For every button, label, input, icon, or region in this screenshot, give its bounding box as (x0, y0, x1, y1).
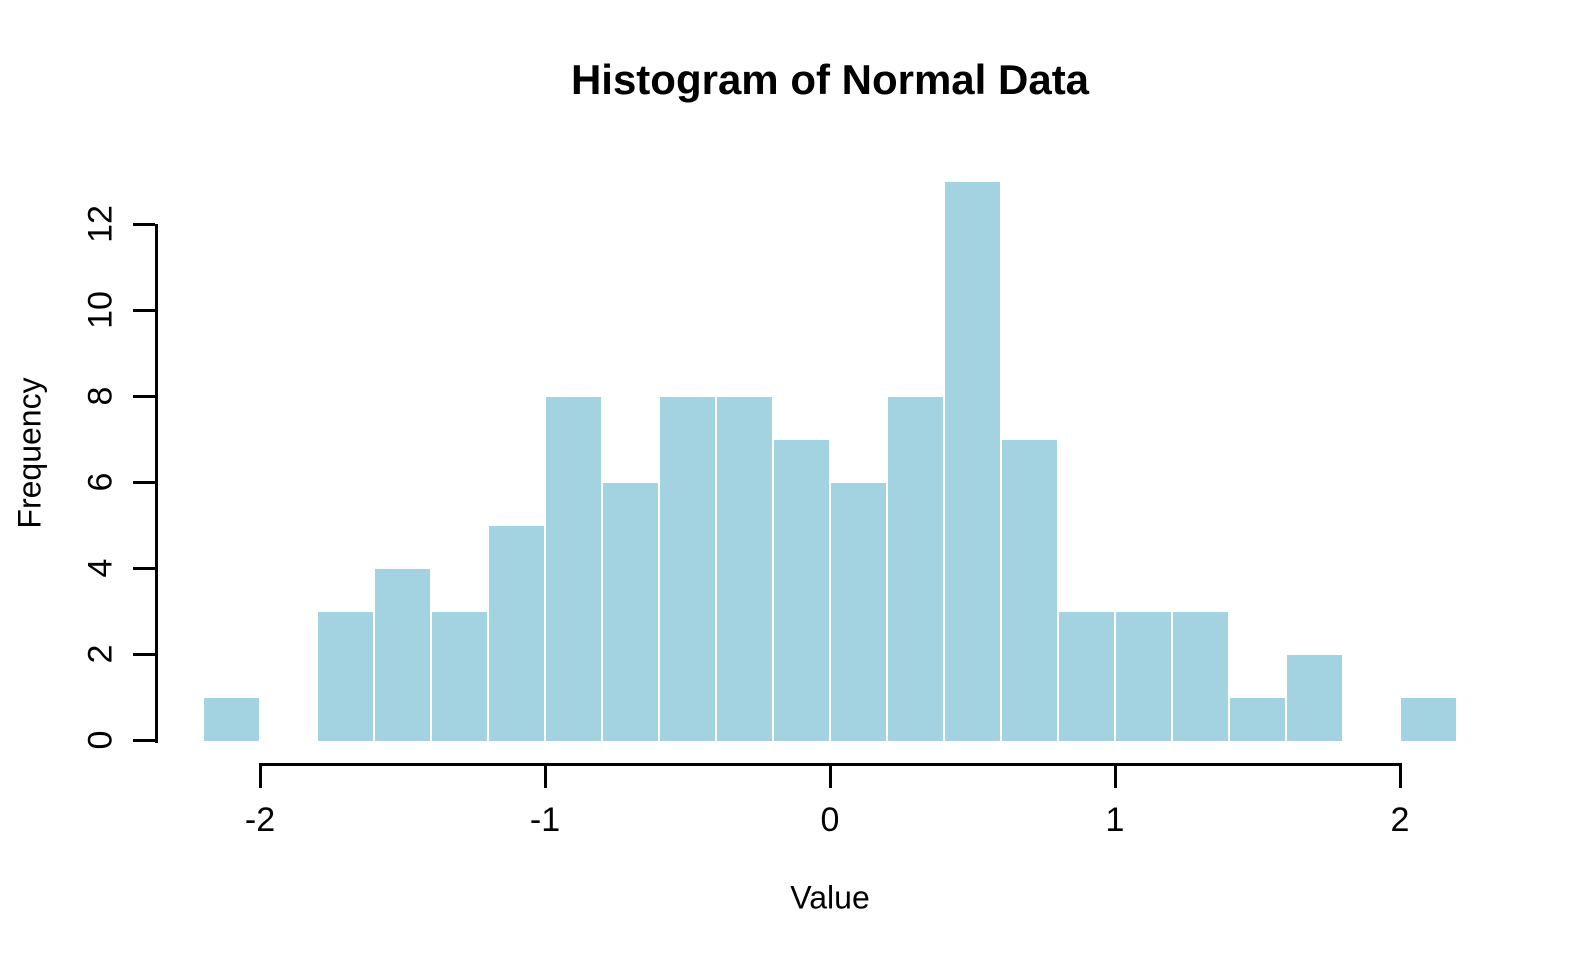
x-axis-label: Value (790, 879, 870, 916)
x-axis-tick (1114, 763, 1117, 788)
y-axis-label: Frequency (11, 377, 48, 529)
histogram-bar (432, 611, 487, 741)
y-axis-tick-label: 0 (81, 730, 120, 750)
histogram-bar (204, 697, 259, 741)
histogram-bar (375, 568, 430, 741)
x-axis-tick (544, 763, 547, 788)
histogram-bar (774, 439, 829, 741)
y-axis-tick-label: 2 (81, 644, 120, 664)
y-axis-tick-label: 6 (81, 472, 120, 492)
y-axis-tick-label: 12 (81, 205, 120, 243)
x-axis-tick (829, 763, 832, 788)
y-axis-tick (133, 481, 155, 484)
x-axis-tick-label: 1 (1105, 801, 1125, 839)
y-axis-tick (133, 567, 155, 570)
histogram-bar (660, 396, 715, 741)
y-axis-tick (133, 653, 155, 656)
histogram-bar (717, 396, 772, 741)
histogram-bar (603, 482, 658, 741)
y-axis-tick (133, 309, 155, 312)
histogram-bar (945, 181, 1000, 741)
histogram-bar (1287, 654, 1342, 741)
histogram-bar (1230, 697, 1285, 741)
y-axis-tick (133, 223, 155, 226)
chart-title: Histogram of Normal Data (570, 56, 1090, 103)
histogram-bar (1401, 697, 1456, 741)
y-axis-tick (133, 395, 155, 398)
x-axis-tick-label: 2 (1390, 801, 1410, 839)
histogram-bar (831, 482, 886, 741)
x-axis-tick (259, 763, 262, 788)
x-axis-tick-label: -1 (529, 801, 561, 839)
histogram-bar (888, 396, 943, 741)
y-axis-line (155, 224, 158, 743)
histogram-bar (1059, 611, 1114, 741)
histogram-bar (546, 396, 601, 741)
x-axis-tick (1399, 763, 1402, 788)
histogram-bar (318, 611, 373, 741)
histogram-bar (1002, 439, 1057, 741)
y-axis-tick-label: 4 (81, 558, 120, 578)
histogram-bar (489, 525, 544, 741)
y-axis-tick-label: 8 (81, 386, 120, 406)
y-axis-tick (133, 739, 155, 742)
histogram-bar (1173, 611, 1228, 741)
histogram-bar (1116, 611, 1171, 741)
y-axis-tick-label: 10 (81, 291, 120, 329)
x-axis-tick-label: 0 (820, 801, 840, 839)
x-axis-tick-label: -2 (244, 801, 276, 839)
